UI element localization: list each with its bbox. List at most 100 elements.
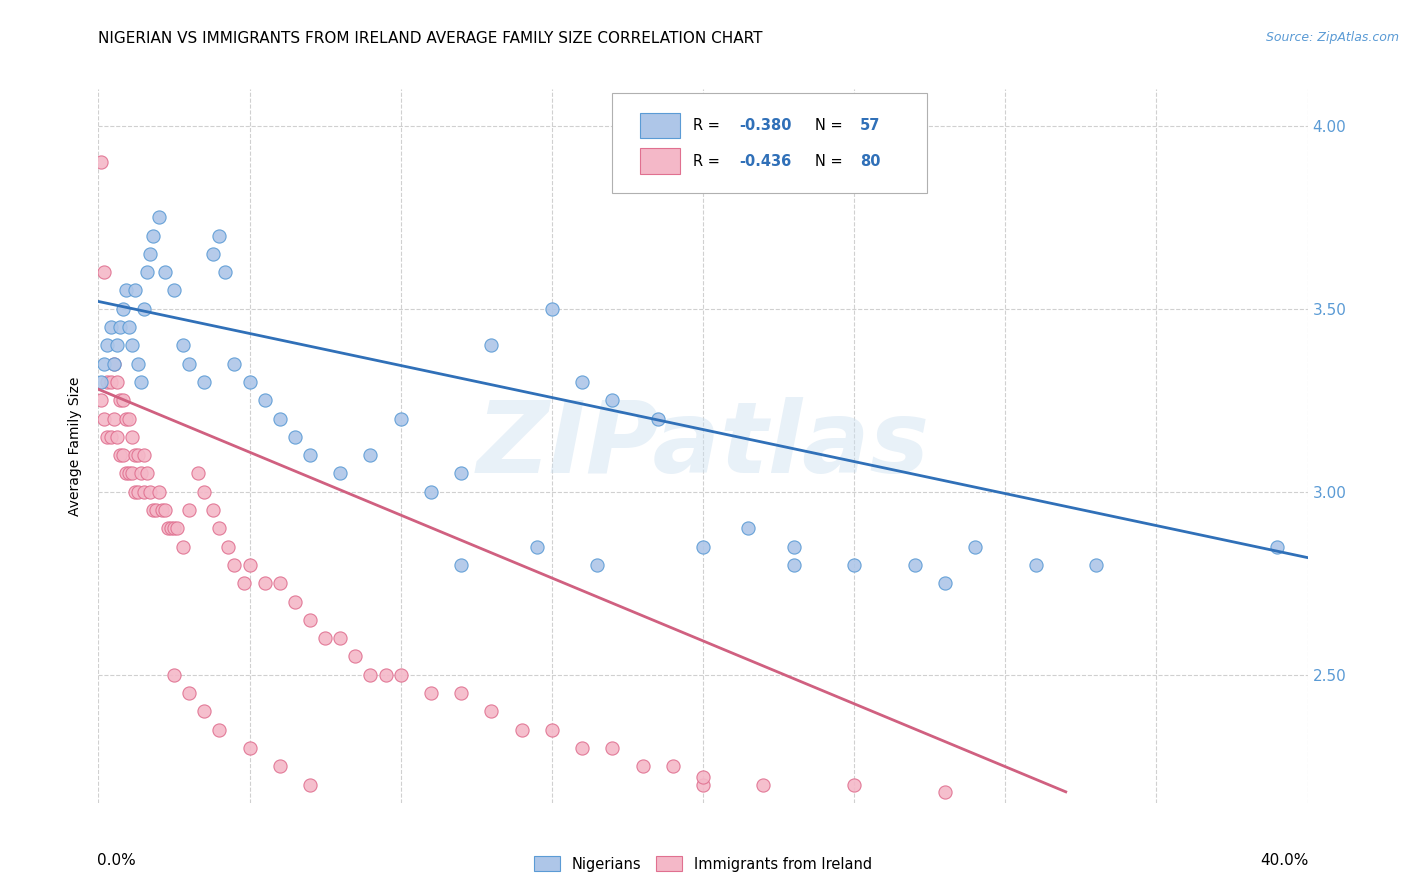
Point [105,375,128,389]
Point [329,467,352,481]
Point [692,770,714,784]
Point [481,338,503,352]
Point [450,686,472,700]
Point [214,265,236,279]
Point [239,740,262,755]
Point [299,613,322,627]
Point [187,467,209,481]
Point [224,357,246,371]
Text: R =: R = [693,153,725,169]
Point [420,686,443,700]
Point [142,228,165,243]
Point [208,228,231,243]
Point [90,375,112,389]
Point [105,338,128,352]
Text: Source: ZipAtlas.com: Source: ZipAtlas.com [1265,31,1399,45]
Point [631,759,654,773]
Point [96,430,118,444]
Point [108,320,131,334]
Point [108,393,131,408]
Point [934,576,956,591]
Point [93,357,115,371]
Point [93,265,115,279]
Point [540,301,562,316]
Point [1267,540,1289,554]
Text: N =: N = [815,153,848,169]
Point [103,357,125,371]
Point [540,723,562,737]
Point [132,484,155,499]
Point [389,411,412,425]
Point [965,540,987,554]
Text: R =: R = [693,118,725,133]
Point [139,247,162,261]
Point [193,484,215,499]
Text: 80: 80 [860,153,880,169]
FancyBboxPatch shape [640,148,681,174]
Point [737,521,759,535]
Point [132,301,155,316]
Point [284,430,307,444]
Point [571,740,593,755]
Text: N =: N = [815,118,848,133]
Point [253,393,276,408]
Y-axis label: Average Family Size: Average Family Size [69,376,83,516]
Point [179,503,201,517]
Point [647,411,669,425]
Point [284,594,307,608]
Point [100,320,122,334]
Point [132,448,155,462]
Text: -0.436: -0.436 [740,153,792,169]
Point [360,667,382,681]
Point [163,667,186,681]
Point [253,576,276,591]
Point [450,558,472,572]
Point [96,338,118,352]
Point [121,338,143,352]
Point [179,686,201,700]
Point [127,357,149,371]
Legend: Nigerians, Immigrants from Ireland: Nigerians, Immigrants from Ireland [529,850,877,878]
Point [193,704,215,718]
Point [124,284,146,298]
Point [904,558,927,572]
FancyBboxPatch shape [613,93,927,193]
Point [202,503,225,517]
FancyBboxPatch shape [640,112,681,138]
Text: 0.0%: 0.0% [97,853,136,868]
Point [299,777,322,791]
Point [124,448,146,462]
Point [127,484,149,499]
Point [844,777,866,791]
Point [269,411,291,425]
Point [103,357,125,371]
Point [269,759,291,773]
Point [224,558,246,572]
Point [100,430,122,444]
Point [752,777,775,791]
Point [121,467,143,481]
Point [239,375,262,389]
Point [90,155,112,169]
Point [153,503,176,517]
Text: ZIPatlas: ZIPatlas [477,398,929,494]
Point [114,411,136,425]
Point [124,484,146,499]
Point [1085,558,1108,572]
Point [139,484,162,499]
Point [156,521,179,535]
Point [127,448,149,462]
Point [118,320,141,334]
Point [344,649,367,664]
Point [1024,558,1046,572]
Point [93,411,115,425]
Point [526,540,548,554]
Point [166,521,188,535]
Point [602,393,624,408]
Point [96,375,118,389]
Point [783,558,806,572]
Text: 40.0%: 40.0% [1260,853,1309,868]
Point [90,393,112,408]
Point [232,576,254,591]
Point [145,503,167,517]
